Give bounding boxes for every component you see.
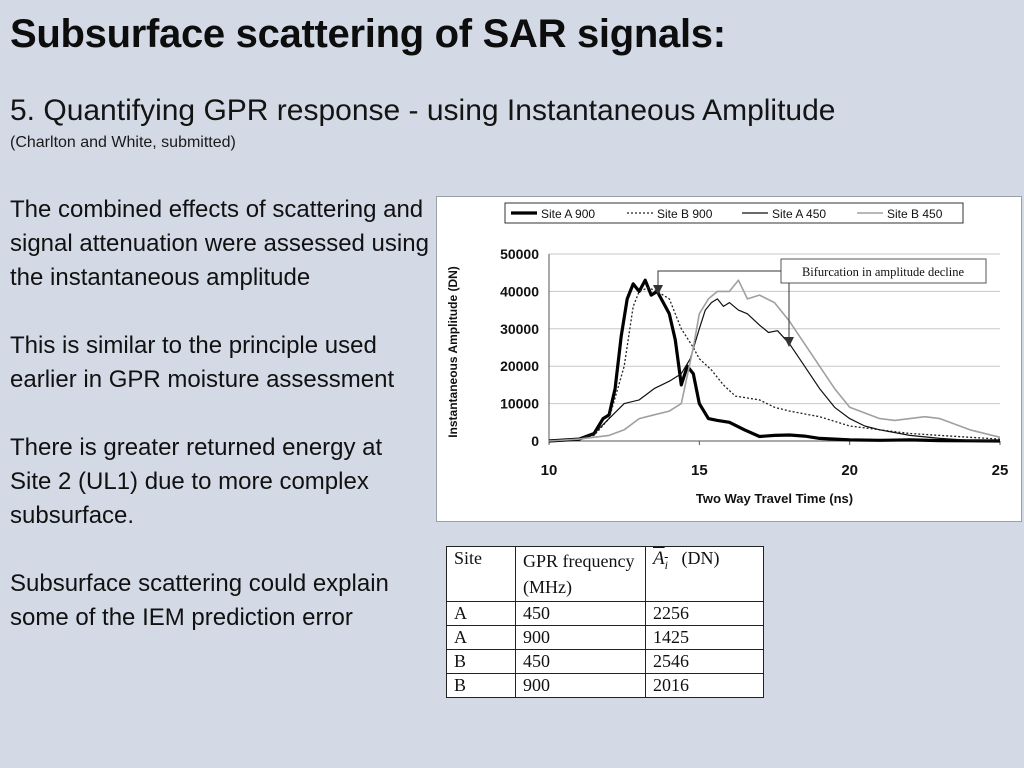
legend-label: Site A 900 <box>541 207 595 221</box>
header-frequency: GPR frequency (MHz) <box>515 546 646 602</box>
paragraph: This is similar to the principle used ea… <box>10 332 395 393</box>
cell-amplitude: 2016 <box>645 673 764 698</box>
annotation-arrowhead <box>653 285 663 295</box>
header-amplitude: Ai (DN) <box>645 546 764 602</box>
series-line-site-b-450 <box>548 279 1001 442</box>
paragraph: There is greater returned energy at Site… <box>10 434 383 529</box>
cell-frequency: 450 <box>515 649 646 674</box>
cell-site: B <box>446 649 516 674</box>
table-header-row: Site GPR frequency (MHz) Ai (DN) <box>446 546 764 602</box>
annotation-arrowhead <box>784 337 794 347</box>
x-tick-label: 20 <box>841 462 858 479</box>
legend-label: Site B 900 <box>657 207 713 221</box>
cell-amplitude: 2256 <box>645 601 764 626</box>
cell-site: B <box>446 673 516 698</box>
cell-frequency: 450 <box>515 601 646 626</box>
table-row: A 450 2256 <box>446 601 764 626</box>
header-site: Site <box>446 546 516 602</box>
amplitude-table: Site GPR frequency (MHz) Ai (DN) A 450 225… <box>446 546 764 698</box>
table-row: B 450 2546 <box>446 649 764 674</box>
legend-box <box>504 202 964 224</box>
cell-site: A <box>446 601 516 626</box>
x-tick-label: 25 <box>992 462 1009 479</box>
chart-svg: 0 10000 20000 30000 40000 50000 10 15 20 25 Two Wa… <box>446 202 1009 506</box>
y-tick-label: 0 <box>531 433 539 449</box>
citation: (Charlton and White, submitted) <box>10 134 236 151</box>
series-line-site-a-900 <box>548 278 1001 443</box>
legend-label: Site B 450 <box>887 207 943 221</box>
annotation-text: Bifurcation in amplitude decline <box>802 265 965 279</box>
cell-frequency: 900 <box>515 673 646 698</box>
y-tick-label: 20000 <box>500 358 539 374</box>
ai-symbol: Ai <box>653 548 668 572</box>
x-axis-label: Two Way Travel Time (ns) <box>696 491 853 506</box>
x-tick-label: 10 <box>541 462 558 479</box>
annotation-leader <box>657 270 781 287</box>
slide-subtitle: 5. Quantifying GPR response - using Inst… <box>10 94 836 127</box>
x-tick-label: 15 <box>691 462 708 479</box>
cell-site: A <box>446 625 516 650</box>
series-line-site-a-450 <box>548 298 1001 442</box>
cell-frequency: 900 <box>515 625 646 650</box>
y-tick-label: 40000 <box>500 283 539 299</box>
y-tick-label: 50000 <box>500 246 539 262</box>
paragraph: The combined effects of scattering and s… <box>10 196 429 291</box>
y-tick-label: 30000 <box>500 321 539 337</box>
slide-title: Subsurface scattering of SAR signals: <box>10 12 726 56</box>
paragraph: Subsurface scattering could explain some… <box>10 570 389 631</box>
series-line-site-b-900 <box>548 287 1001 442</box>
text-body: The combined effects of scattering and s… <box>10 193 430 669</box>
y-tick-label: 10000 <box>500 396 539 412</box>
y-axis-label: Instantaneous Amplitude (DN) <box>446 266 460 438</box>
table-row: B 900 2016 <box>446 673 764 698</box>
annotation-box <box>780 258 987 284</box>
cell-amplitude: 1425 <box>645 625 764 650</box>
table-row: A 900 1425 <box>446 625 764 650</box>
legend-label: Site A 450 <box>772 207 826 221</box>
amplitude-chart: 0 10000 20000 30000 40000 50000 10 15 20 25 Two Wa… <box>436 196 1022 522</box>
cell-amplitude: 2546 <box>645 649 764 674</box>
